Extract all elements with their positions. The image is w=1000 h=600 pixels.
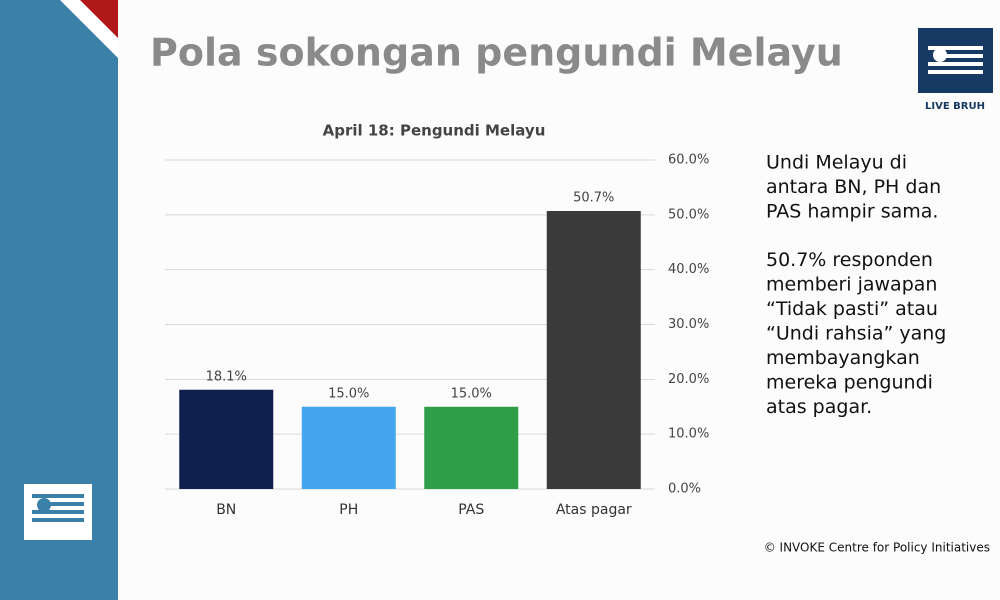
y-tick-label: 10.0% bbox=[668, 427, 709, 442]
x-tick-label: BN bbox=[216, 502, 236, 518]
logo-bottom bbox=[24, 484, 92, 540]
bar bbox=[424, 406, 519, 489]
y-tick-label: 30.0% bbox=[668, 317, 709, 332]
value-label: 15.0% bbox=[328, 386, 369, 401]
note-line: atas pagar. bbox=[766, 396, 872, 418]
note-line: mereka pengundi bbox=[766, 372, 933, 394]
y-tick-label: 20.0% bbox=[668, 372, 709, 387]
credit: © INVOKE Centre for Policy Initiatives bbox=[764, 541, 990, 555]
slide-title: Pola sokongan pengundi Melayu bbox=[150, 31, 843, 75]
y-tick-label: 0.0% bbox=[668, 482, 701, 497]
y-tick-label: 60.0% bbox=[668, 153, 709, 168]
chart-title: April 18: Pengundi Melayu bbox=[323, 122, 546, 140]
value-label: 18.1% bbox=[206, 369, 247, 384]
bar bbox=[301, 406, 396, 489]
note-line: “Undi rahsia” yang bbox=[766, 323, 946, 345]
note-line: 50.7% responden bbox=[766, 249, 933, 271]
note-line: PAS hampir sama. bbox=[766, 201, 938, 223]
value-label: 15.0% bbox=[451, 386, 492, 401]
logo-top bbox=[918, 28, 993, 93]
y-tick-label: 50.0% bbox=[668, 207, 709, 222]
x-tick-label: PH bbox=[339, 502, 358, 518]
corner-red bbox=[80, 0, 118, 38]
note-line: membayangkan bbox=[766, 347, 920, 369]
note-line: memberi jawapan bbox=[766, 274, 937, 296]
y-tick-label: 40.0% bbox=[668, 262, 709, 277]
note-line: Undi Melayu di bbox=[766, 152, 907, 174]
x-tick-label: PAS bbox=[458, 502, 484, 518]
bar bbox=[546, 210, 641, 489]
note-line: “Tidak pasti” atau bbox=[766, 298, 938, 320]
note-line: antara BN, PH dan bbox=[766, 176, 941, 198]
bar bbox=[179, 389, 274, 489]
logo-text: LIVE BRUH bbox=[925, 101, 985, 112]
value-label: 50.7% bbox=[573, 190, 614, 205]
x-tick-label: Atas pagar bbox=[556, 502, 632, 518]
